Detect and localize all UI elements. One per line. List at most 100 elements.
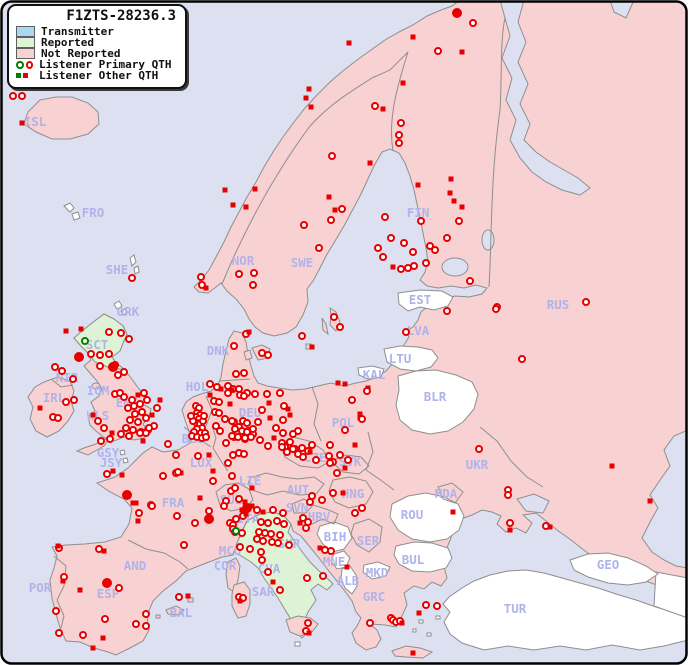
listener-primary-qth-marker xyxy=(397,119,405,127)
listener-primary-qth-marker xyxy=(231,425,239,433)
listener-primary-qth-marker xyxy=(264,519,272,527)
island-isle-of-man xyxy=(91,382,101,390)
listener-other-qth-marker xyxy=(135,518,141,524)
listener-primary-qth-marker xyxy=(232,515,240,523)
listener-other-qth-marker xyxy=(303,95,309,101)
listener-other-qth-marker xyxy=(237,598,243,604)
listener-primary-qth-marker xyxy=(58,367,66,375)
listener-primary-qth-marker xyxy=(306,498,314,506)
island-funen xyxy=(243,349,253,361)
listener-primary-qth-marker xyxy=(475,445,483,453)
listener-other-qth-marker xyxy=(130,500,136,506)
listener-primary-qth-marker xyxy=(326,441,334,449)
listener-other-qth-marker xyxy=(37,405,43,411)
country-label-cor: COR xyxy=(214,558,237,573)
land-southeast-corner xyxy=(653,571,686,619)
listener-primary-qth-marker xyxy=(96,351,104,359)
listener-other-qth-marker xyxy=(249,503,255,509)
barents-notch xyxy=(609,2,635,19)
listener-other-qth-marker xyxy=(332,207,338,213)
listener-primary-qth-marker xyxy=(327,216,335,224)
listener-primary-qth-marker xyxy=(250,269,258,277)
listener-primary-qth-marker xyxy=(240,450,248,458)
listener-primary-qth-marker xyxy=(153,404,161,412)
islands-aegean xyxy=(412,615,441,637)
listener-primary-qth-marker xyxy=(469,19,477,27)
listener-primary-qth-marker xyxy=(175,593,183,601)
listener-other-qth-marker xyxy=(63,328,69,334)
country-label-she: SHE xyxy=(106,262,129,277)
listener-primary-qth-marker xyxy=(371,102,379,110)
listener-primary-qth-marker xyxy=(253,506,261,514)
country-label-sct: SCT xyxy=(86,337,109,352)
listener-primary-qth-marker xyxy=(379,253,387,261)
listener-primary-qth-marker xyxy=(143,396,151,404)
listener-primary-qth-marker xyxy=(228,432,236,440)
listener-primary-qth-marker xyxy=(230,342,238,350)
listener-other-qth-marker xyxy=(399,620,405,626)
listener-primary-qth-marker xyxy=(221,415,229,423)
country-romania xyxy=(389,492,465,543)
listener-primary-qth-marker xyxy=(215,409,223,417)
listener-primary-qth-marker xyxy=(358,415,366,423)
listener-primary-qth-marker xyxy=(159,472,167,480)
listener-primary-qth-marker xyxy=(220,502,228,510)
country-label-fra: FRA xyxy=(162,495,185,510)
legend-item: Transmitter xyxy=(16,26,178,37)
listener-primary-qth-marker xyxy=(443,307,451,315)
listener-primary-qth-marker xyxy=(9,92,17,100)
listener-other-qth-marker xyxy=(308,104,314,110)
country-label-bul: BUL xyxy=(402,552,425,567)
country-label-mne: MNE xyxy=(323,554,346,569)
square-icon xyxy=(16,73,21,78)
country-label-geo: GEO xyxy=(597,557,620,572)
listener-primary-qth-marker xyxy=(280,520,288,528)
listener-primary-qth-marker xyxy=(125,432,133,440)
region-scotland xyxy=(73,313,128,370)
listener-other-qth-marker xyxy=(609,463,615,469)
listener-primary-qth-marker xyxy=(105,350,113,358)
country-label-hrv: HRV xyxy=(308,509,331,524)
country-label-mkd: MKD xyxy=(366,565,389,580)
listener-primary-qth-marker xyxy=(326,459,334,467)
listener-other-qth-marker xyxy=(185,593,191,599)
listener-primary-qth-marker xyxy=(148,502,156,510)
listener-primary-qth-marker xyxy=(336,323,344,331)
legend-item: Not Reported xyxy=(16,48,178,59)
listener-primary-qth-marker xyxy=(312,456,320,464)
legend: F1ZTS-28236.3 Transmitter Reported Not Rep… xyxy=(7,4,187,89)
listener-primary-qth-marker xyxy=(258,406,266,414)
listener-other-qth-marker xyxy=(55,543,61,549)
listener-primary-qth-marker xyxy=(366,619,374,627)
listener-cluster-marker xyxy=(204,514,214,524)
listener-primary-qth-marker xyxy=(240,392,248,400)
listener-primary-qth-marker xyxy=(289,430,297,438)
listener-primary-qth-marker xyxy=(431,246,439,254)
country-label-pol: POL xyxy=(332,415,355,430)
listener-primary-qth-marker xyxy=(268,538,276,546)
legend-item: Reported xyxy=(16,37,178,48)
country-label-gsy: GSY xyxy=(97,445,120,460)
listener-primary-qth-marker xyxy=(400,239,408,247)
listener-primary-qth-marker xyxy=(492,305,500,313)
legend-item-label: Reported xyxy=(41,36,94,49)
country-bosnia xyxy=(316,521,353,553)
listener-primary-qth-marker xyxy=(96,362,104,370)
listener-other-qth-marker xyxy=(317,545,323,551)
listener-primary-qth-marker xyxy=(114,371,122,379)
listener-primary-qth-marker xyxy=(298,444,306,452)
listener-primary-qth-marker xyxy=(264,351,272,359)
listener-primary-qth-marker xyxy=(234,433,242,441)
listener-other-qth-marker xyxy=(647,498,653,504)
listener-primary-qth-marker xyxy=(246,545,254,553)
listener-primary-qth-marker xyxy=(302,524,310,532)
country-label-dnk: DNK xyxy=(207,343,230,358)
country-label-lva: LVA xyxy=(407,323,430,338)
listener-primary-qth-marker xyxy=(200,412,208,420)
listener-primary-qth-marker xyxy=(397,265,405,273)
legend-item-label: Listener Other QTH xyxy=(39,69,159,82)
listener-primary-qth-marker xyxy=(258,556,266,564)
listener-other-qth-marker xyxy=(335,380,341,386)
listener-primary-qth-marker xyxy=(443,234,451,242)
